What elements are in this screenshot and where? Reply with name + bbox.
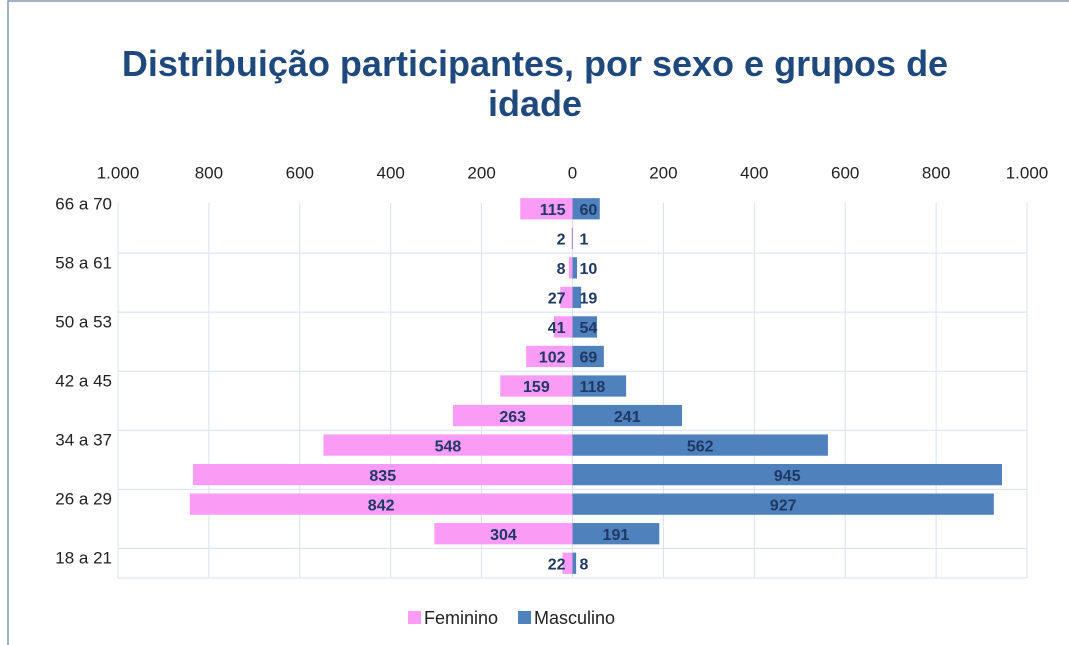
data-label: 27	[548, 291, 566, 308]
legend-swatch	[518, 611, 532, 624]
bar	[572, 375, 627, 397]
chart-title: Distribuição participantes, por sexo e g…	[121, 43, 949, 124]
bar	[560, 286, 573, 309]
bar	[562, 552, 573, 574]
data-label: 69	[580, 350, 598, 367]
bar	[568, 257, 573, 279]
x-tick-label: 600	[831, 163, 859, 182]
x-tick-label: 1.000	[97, 163, 140, 182]
bar	[572, 316, 598, 338]
data-label: 41	[548, 320, 566, 337]
bar	[189, 493, 573, 515]
bar	[572, 552, 577, 574]
bar	[434, 523, 573, 545]
x-tick-label: 600	[286, 163, 314, 182]
x-tick-label: 800	[922, 163, 950, 182]
data-label: 102	[539, 350, 566, 367]
data-label: 2	[557, 232, 566, 249]
bar	[520, 198, 573, 220]
bar	[572, 463, 1003, 486]
data-label: 548	[435, 438, 462, 455]
x-tick-label: 200	[649, 163, 677, 182]
bar	[323, 434, 573, 456]
data-label: 1	[580, 232, 589, 249]
y-tick-label: 34 a 37	[55, 431, 112, 450]
y-tick-label: 26 a 29	[55, 490, 112, 509]
legend-swatch	[408, 611, 421, 624]
data-label: 263	[499, 409, 526, 426]
y-tick-label: 50 a 53	[55, 312, 112, 331]
data-label: 562	[687, 438, 714, 455]
y-tick-label: 18 a 21	[55, 549, 112, 568]
x-tick-label: 200	[467, 163, 495, 182]
data-label: 8	[557, 261, 566, 278]
data-label: 241	[614, 409, 641, 426]
bar	[572, 523, 660, 545]
x-tick-label: 1.000	[1006, 163, 1049, 182]
data-label: 927	[770, 497, 797, 514]
x-tick-label: 0	[568, 163, 577, 182]
legend-label: Masculino	[534, 608, 615, 628]
bar	[572, 434, 828, 456]
data-label: 304	[490, 527, 517, 544]
bar	[526, 345, 573, 368]
bar	[571, 227, 573, 249]
data-label: 842	[368, 497, 395, 514]
chart-frame	[7, 0, 1069, 645]
data-label: 159	[523, 379, 550, 396]
x-tick-label: 400	[377, 163, 405, 182]
y-tick-label: 42 a 45	[55, 371, 112, 390]
data-label: 945	[774, 468, 801, 485]
bar	[452, 404, 573, 427]
data-label: 60	[580, 202, 598, 219]
data-label: 54	[580, 320, 598, 337]
data-label: 10	[580, 261, 598, 278]
bar	[572, 257, 578, 279]
bar	[572, 286, 582, 309]
legend-label: Feminino	[424, 608, 498, 628]
y-tick-label: 66 a 70	[55, 194, 112, 213]
data-label: 19	[580, 291, 598, 308]
data-label: 118	[580, 379, 606, 396]
bar	[572, 404, 683, 427]
bar	[500, 375, 573, 397]
x-tick-label: 800	[195, 163, 223, 182]
bar	[553, 316, 573, 338]
data-label: 191	[603, 527, 630, 544]
bar	[572, 345, 604, 368]
y-tick-label: 58 a 61	[55, 253, 112, 272]
data-label: 8	[580, 556, 589, 573]
data-label: 835	[369, 468, 396, 485]
data-label: 115	[540, 202, 566, 219]
bar	[572, 198, 600, 220]
bar	[572, 493, 994, 515]
x-tick-label: 400	[740, 163, 768, 182]
data-label: 22	[548, 556, 566, 573]
bar	[192, 463, 573, 486]
